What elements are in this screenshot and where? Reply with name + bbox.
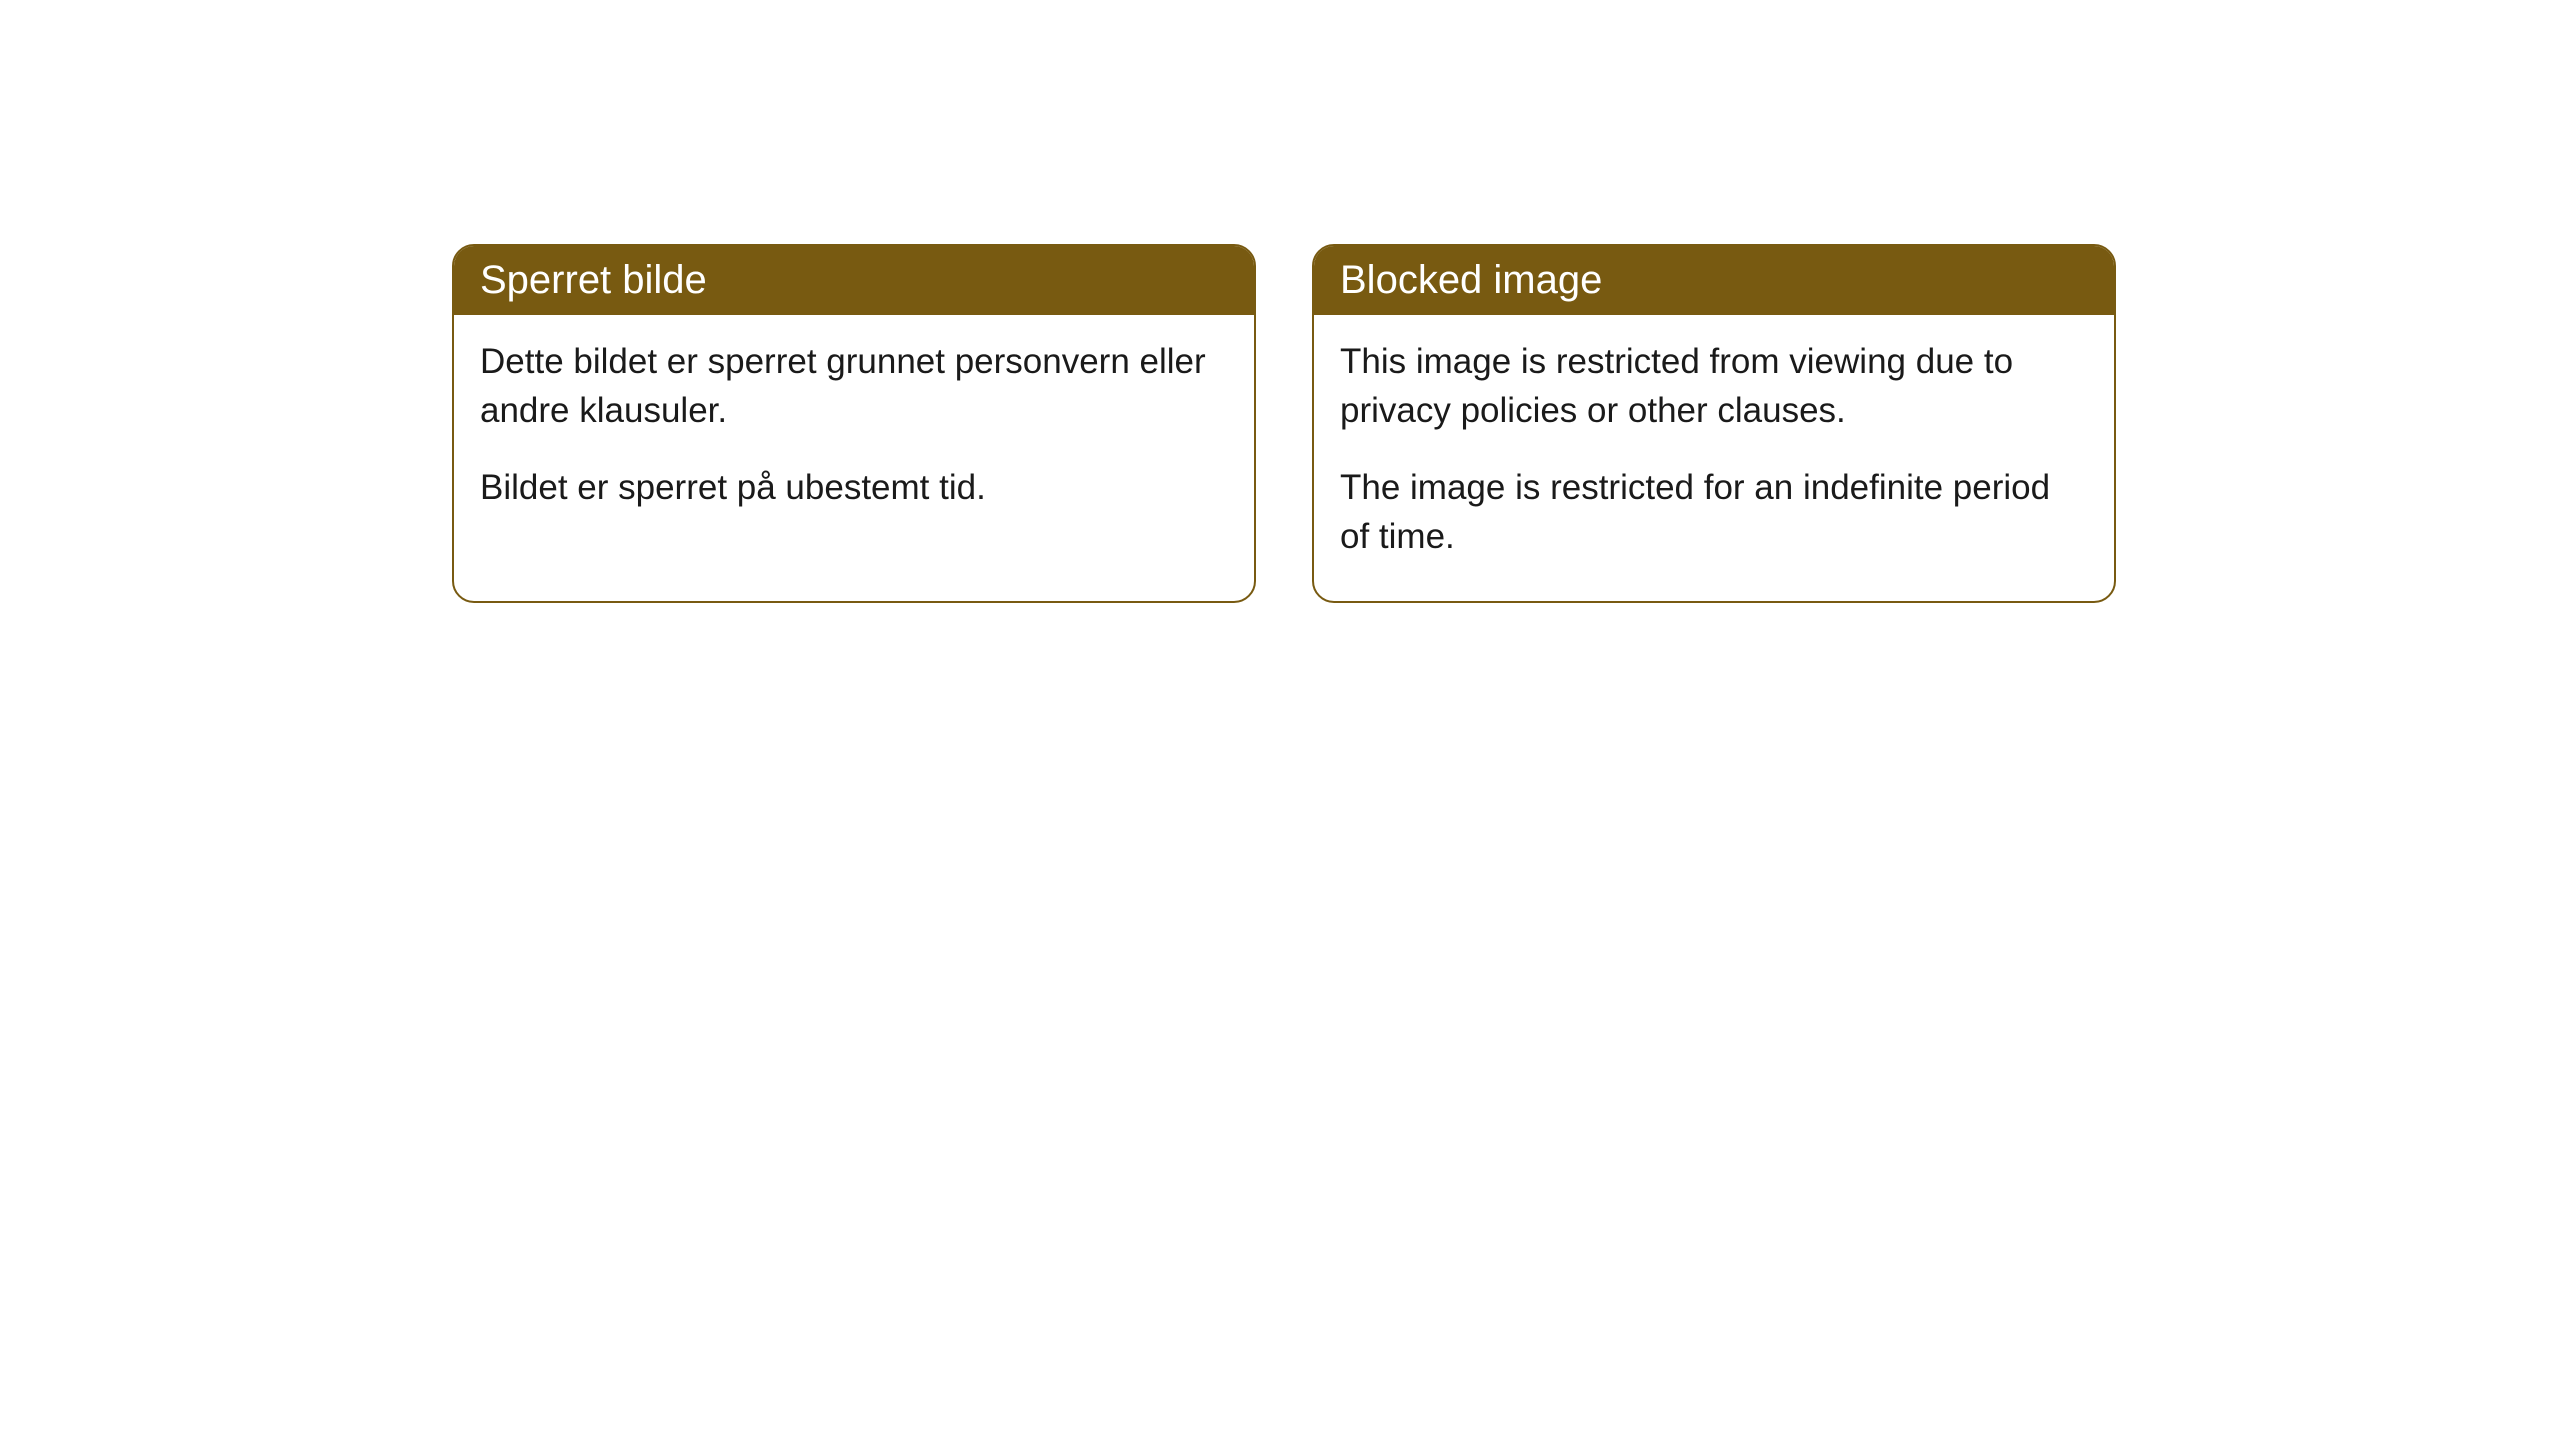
card-text-english-2: The image is restricted for an indefinit… — [1340, 463, 2088, 561]
card-body-norwegian: Dette bildet er sperret grunnet personve… — [454, 315, 1254, 552]
blocked-image-card-english: Blocked image This image is restricted f… — [1312, 244, 2116, 603]
blocked-image-card-norwegian: Sperret bilde Dette bildet er sperret gr… — [452, 244, 1256, 603]
notice-cards-container: Sperret bilde Dette bildet er sperret gr… — [452, 244, 2560, 603]
card-text-norwegian-2: Bildet er sperret på ubestemt tid. — [480, 463, 1228, 512]
card-text-norwegian-1: Dette bildet er sperret grunnet personve… — [480, 337, 1228, 435]
card-body-english: This image is restricted from viewing du… — [1314, 315, 2114, 601]
card-text-english-1: This image is restricted from viewing du… — [1340, 337, 2088, 435]
card-header-english: Blocked image — [1314, 246, 2114, 315]
card-header-norwegian: Sperret bilde — [454, 246, 1254, 315]
